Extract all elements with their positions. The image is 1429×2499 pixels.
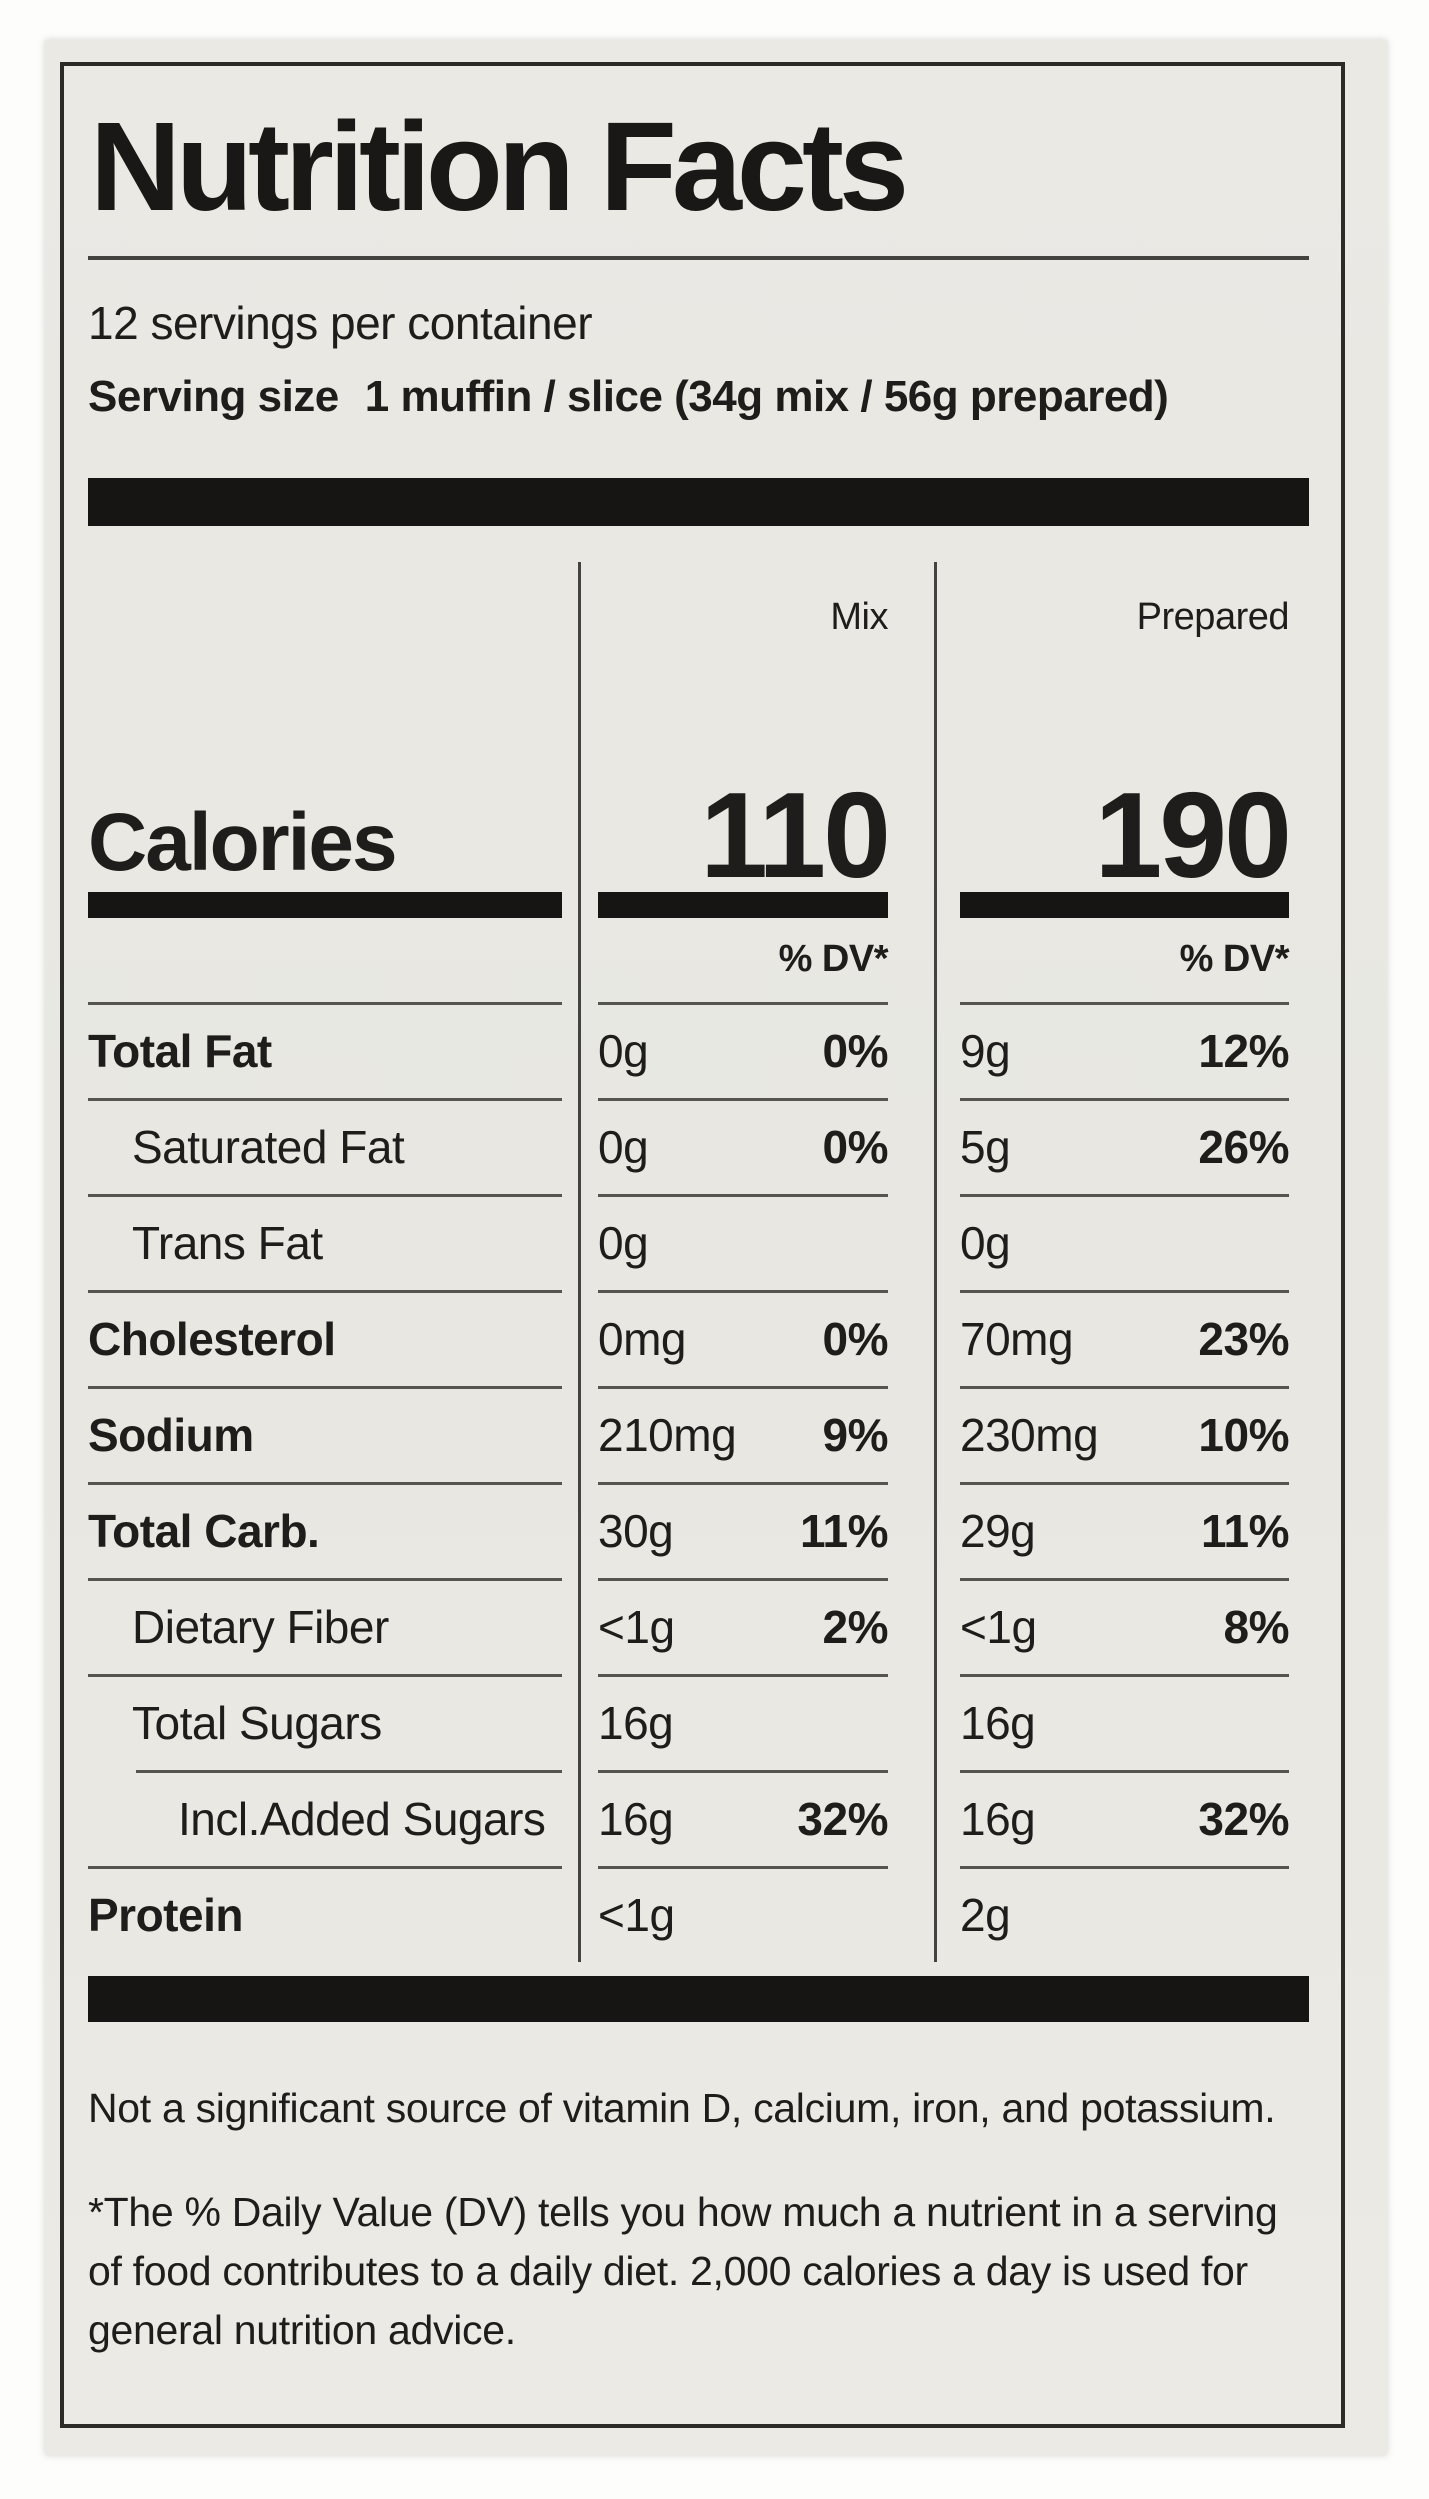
dv-prepared: 12% xyxy=(1198,1025,1289,1078)
dv-prepared: 11% xyxy=(1200,1505,1290,1558)
dv-mix: 32% xyxy=(797,1793,888,1846)
amount-mix: 0g xyxy=(598,1025,649,1078)
dv-header-mix: % DV* xyxy=(778,938,889,981)
amount-mix: <1g xyxy=(598,1601,675,1654)
not-significant-note: Not a significant source of vitamin D, c… xyxy=(88,2084,1276,2131)
nutrient-name: Sodium xyxy=(88,1409,254,1462)
nutrient-row-sodium: Sodium 210mg 9% 230mg 10% xyxy=(64,1385,1341,1482)
dv-mix: 0% xyxy=(822,1313,889,1366)
amount-prepared: 5g xyxy=(960,1121,1011,1174)
amount-prepared: 70mg xyxy=(960,1313,1074,1366)
nutrition-label: Nutrition Facts 12 servings per containe… xyxy=(45,40,1387,2455)
nutrient-row-protein: Protein <1g 2g xyxy=(64,1865,1341,1962)
medium-divider xyxy=(88,891,562,918)
thick-divider-bottom xyxy=(88,1975,1309,2022)
servings-per-container: 12 servings per container xyxy=(88,296,593,349)
calories-label: Calories xyxy=(88,796,398,888)
nutrient-name: Total Sugars xyxy=(132,1697,382,1750)
nutrition-table: Calories Mix 110 Prepared 190 % DV* xyxy=(64,561,1341,1962)
dv-footnote: *The % Daily Value (DV) tells you how mu… xyxy=(88,2189,1278,2354)
amount-prepared: 16g xyxy=(960,1697,1036,1750)
amount-mix: 0g xyxy=(598,1121,649,1174)
amount-mix: 0mg xyxy=(598,1313,686,1366)
nutrient-name: Protein xyxy=(88,1889,243,1942)
dv-mix: 9% xyxy=(822,1409,889,1462)
calories-value-mix: 110 xyxy=(700,767,891,904)
amount-mix: 16g xyxy=(598,1697,674,1750)
calories-value-prepared: 190 xyxy=(1094,767,1292,904)
nutrient-row-total-fat: Total Fat 0g 0% 9g 12% xyxy=(64,1001,1341,1098)
nutrient-row-cholesterol: Cholesterol 0mg 0% 70mg 23% xyxy=(64,1289,1341,1386)
amount-mix: <1g xyxy=(598,1889,675,1942)
calories-underline-cell xyxy=(64,891,578,918)
dv-header-spacer xyxy=(64,918,578,1002)
column-divider-mix xyxy=(578,561,581,1962)
calories-section: Calories Mix 110 Prepared 190 xyxy=(64,562,1341,904)
nutrient-name: Incl.Added Sugars xyxy=(178,1793,546,1846)
title-divider xyxy=(88,255,1309,260)
medium-divider xyxy=(960,891,1289,918)
nutrient-row-incl-added-sugars: Incl.Added Sugars 16g 32% 16g 32% xyxy=(64,1769,1341,1866)
dv-header-row: % DV* % DV* xyxy=(64,918,1341,1002)
calories-underline-row xyxy=(64,891,1341,918)
nutrient-row-total-carb: Total Carb. 30g 11% 29g 11% xyxy=(64,1481,1341,1578)
amount-prepared: <1g xyxy=(960,1601,1037,1654)
amount-prepared: 230mg xyxy=(960,1409,1099,1462)
nutrient-row-total-sugars: Total Sugars 16g 16g xyxy=(64,1673,1341,1770)
nutrient-name: Saturated Fat xyxy=(132,1121,405,1174)
calories-underline-cell xyxy=(578,891,934,918)
medium-divider xyxy=(598,891,888,918)
calories-underline-cell xyxy=(934,891,1341,918)
nutrient-name: Total Fat xyxy=(88,1025,272,1078)
amount-mix: 30g xyxy=(598,1505,674,1558)
nutrient-name: Total Carb. xyxy=(88,1505,320,1558)
amount-prepared: 0g xyxy=(960,1217,1011,1270)
nutrient-name: Dietary Fiber xyxy=(132,1601,389,1654)
amount-prepared: 29g xyxy=(960,1505,1036,1558)
dv-prepared: 10% xyxy=(1198,1409,1289,1462)
nutrient-name: Cholesterol xyxy=(88,1313,336,1366)
nutrient-rows: Total Fat 0g 0% 9g 12% Saturated Fat 0g 0% 5g 26%… xyxy=(64,1001,1341,1962)
nutrient-row-saturated-fat: Saturated Fat 0g 0% 5g 26% xyxy=(64,1097,1341,1194)
nutrient-row-dietary-fiber: Dietary Fiber <1g 2% <1g 8% xyxy=(64,1577,1341,1674)
amount-prepared: 2g xyxy=(960,1889,1011,1942)
dv-mix: 11% xyxy=(799,1505,889,1558)
dv-mix: 2% xyxy=(822,1601,889,1654)
dv-mix: 0% xyxy=(822,1025,889,1078)
label-border-box: Nutrition Facts 12 servings per containe… xyxy=(60,62,1345,2428)
calories-prepared-cell: Prepared 190 xyxy=(934,562,1341,904)
column-header-prepared: Prepared xyxy=(1136,595,1290,638)
label-title: Nutrition Facts xyxy=(90,96,909,237)
calories-mix-cell: Mix 110 xyxy=(578,562,934,904)
thick-divider-top xyxy=(88,477,1309,526)
amount-prepared: 9g xyxy=(960,1025,1011,1078)
dv-prepared: 32% xyxy=(1198,1793,1289,1846)
column-divider-prepared xyxy=(934,561,937,1962)
dv-prepared: 8% xyxy=(1223,1601,1290,1654)
nutrient-name: Trans Fat xyxy=(132,1217,323,1270)
serving-size-row: Serving size 1 muffin / slice (34g mix /… xyxy=(88,372,1333,422)
dv-mix: 0% xyxy=(822,1121,889,1174)
nutrient-row-trans-fat: Trans Fat 0g 0g xyxy=(64,1193,1341,1290)
amount-prepared: 16g xyxy=(960,1793,1036,1846)
amount-mix: 16g xyxy=(598,1793,674,1846)
dv-header-prepared: % DV* xyxy=(1179,938,1290,981)
calories-label-cell: Calories xyxy=(64,562,578,892)
amount-mix: 0g xyxy=(598,1217,649,1270)
dv-prepared: 23% xyxy=(1198,1313,1289,1366)
column-header-mix: Mix xyxy=(830,595,888,638)
serving-size-value: 1 muffin / slice (34g mix / 56g prepared… xyxy=(364,371,1169,421)
dv-prepared: 26% xyxy=(1198,1121,1289,1174)
serving-size-label: Serving size xyxy=(88,371,339,421)
amount-mix: 210mg xyxy=(598,1409,737,1462)
